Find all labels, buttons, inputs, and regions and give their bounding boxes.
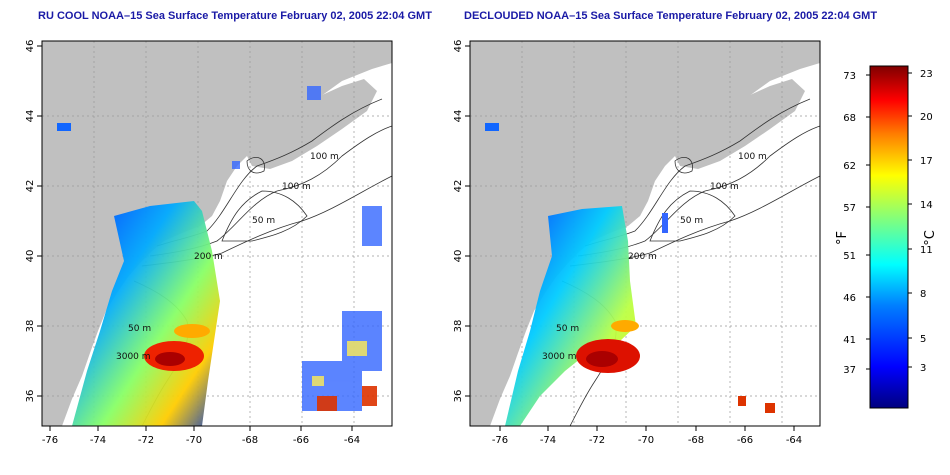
- y-tick-label: 42: [453, 180, 464, 193]
- y-tick-label: 36: [25, 390, 36, 403]
- colorbar-c-tick: 8: [920, 289, 926, 300]
- colorbar-c-tick: 23: [920, 69, 933, 80]
- y-tick-label: 36: [453, 390, 464, 403]
- contour-label: 100 m: [282, 182, 311, 192]
- y-tick-label: 46: [453, 40, 464, 53]
- colorbar-f-tick: 62: [843, 161, 856, 172]
- contour-label: 3000 m: [116, 352, 151, 362]
- x-tick-label: -64: [786, 435, 802, 446]
- x-tick-label: -72: [138, 435, 154, 446]
- left-sst-map: 100 m 100 m 50 m 200 m 50 m 3000 m -76 -…: [25, 40, 393, 446]
- y-tick-label: 38: [453, 320, 464, 333]
- right-map-title: DECLOUDED NOAA–15 Sea Surface Temperatur…: [464, 10, 878, 22]
- contour-label: 200 m: [628, 252, 657, 262]
- colorbar-f-tick: 68: [843, 113, 856, 124]
- colorbar-f-tick: 51: [843, 251, 856, 262]
- contour-label: 200 m: [194, 252, 223, 262]
- x-tick-label: -76: [492, 435, 508, 446]
- contour-label: 50 m: [252, 216, 275, 226]
- x-tick-label: -68: [242, 435, 258, 446]
- x-tick-label: -74: [90, 435, 106, 446]
- colorbar-c-tick: 20: [920, 112, 933, 123]
- colorbar-c-tick: 11: [920, 245, 933, 256]
- contour-label: 50 m: [128, 324, 151, 334]
- right-sst-map: 100 m 100 m 50 m 200 m 50 m 3000 m -76 -…: [453, 40, 821, 446]
- colorbar-f-tick: 73: [843, 71, 856, 82]
- map-frame: [469, 40, 821, 427]
- colorbar-f-tick: 41: [843, 335, 856, 346]
- colorbar-c-tick: 17: [920, 156, 933, 167]
- map-frame: [41, 40, 393, 427]
- x-tick-label: -64: [344, 435, 360, 446]
- colorbar-c-tick: 5: [920, 334, 926, 345]
- y-tick-label: 44: [453, 110, 464, 123]
- y-tick-label: 44: [25, 110, 36, 123]
- x-tick-label: -70: [186, 435, 202, 446]
- sst-swath: [505, 206, 636, 426]
- y-tick-label: 46: [25, 40, 36, 53]
- colorbar-f-tick: 37: [843, 365, 856, 376]
- x-tick-label: -66: [293, 435, 309, 446]
- y-tick-label: 40: [453, 250, 464, 263]
- colorbar-c-label: °C: [923, 230, 938, 246]
- contour-label: 100 m: [738, 152, 767, 162]
- colorbar-c-tick: 3: [920, 363, 926, 374]
- x-tick-label: -74: [540, 435, 556, 446]
- left-map-title: RU COOL NOAA–15 Sea Surface Temperature …: [38, 10, 432, 22]
- contour-label: 50 m: [556, 324, 579, 334]
- contour-label: 100 m: [310, 152, 339, 162]
- x-tick-label: -66: [737, 435, 753, 446]
- y-tick-label: 42: [25, 180, 36, 193]
- contour-label: 3000 m: [542, 352, 577, 362]
- x-tick-label: -70: [638, 435, 654, 446]
- y-tick-label: 40: [25, 250, 36, 263]
- x-tick-label: -72: [589, 435, 605, 446]
- contour-label: 100 m: [710, 182, 739, 192]
- colorbar-ramp: [869, 65, 909, 409]
- colorbar-f-label: °F: [835, 231, 850, 245]
- x-tick-label: -76: [42, 435, 58, 446]
- x-tick-label: -68: [688, 435, 704, 446]
- colorbar-f-tick: 46: [843, 293, 856, 304]
- temperature-colorbar: 73 68 62 57 51 46 41 37 23 20 17 14 11 8…: [835, 65, 938, 409]
- colorbar-f-tick: 57: [843, 203, 856, 214]
- contour-label: 50 m: [680, 216, 703, 226]
- y-tick-label: 38: [25, 320, 36, 333]
- colorbar-c-tick: 14: [920, 200, 933, 211]
